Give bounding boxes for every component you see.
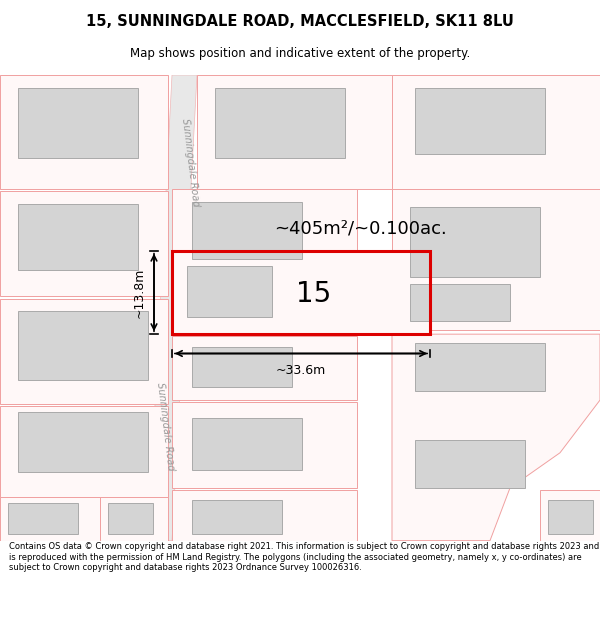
- Bar: [100, 497, 168, 541]
- Bar: [8, 503, 78, 534]
- Bar: [197, 75, 392, 189]
- Bar: [215, 88, 345, 159]
- Text: Contains OS data © Crown copyright and database right 2021. This information is : Contains OS data © Crown copyright and d…: [9, 542, 599, 572]
- Bar: [410, 284, 510, 321]
- Bar: [540, 489, 600, 541]
- Text: Sunningdale Road: Sunningdale Road: [155, 382, 175, 471]
- Text: 15, SUNNINGDALE ROAD, MACCLESFIELD, SK11 8LU: 15, SUNNINGDALE ROAD, MACCLESFIELD, SK11…: [86, 14, 514, 29]
- Bar: [172, 336, 357, 400]
- Bar: [548, 500, 593, 534]
- Text: ~13.8m: ~13.8m: [133, 268, 146, 318]
- Bar: [392, 189, 600, 330]
- Bar: [0, 497, 100, 541]
- Text: Sunningdale Road: Sunningdale Road: [179, 118, 200, 208]
- Bar: [392, 75, 600, 189]
- Bar: [172, 251, 430, 334]
- Bar: [0, 75, 168, 189]
- Bar: [192, 500, 282, 534]
- Polygon shape: [392, 334, 600, 541]
- Bar: [172, 189, 357, 277]
- Bar: [18, 311, 148, 380]
- Bar: [187, 266, 272, 317]
- Bar: [192, 418, 302, 471]
- Bar: [108, 503, 153, 534]
- Bar: [0, 299, 168, 404]
- Text: ~33.6m: ~33.6m: [276, 364, 326, 377]
- Text: Map shows position and indicative extent of the property.: Map shows position and indicative extent…: [130, 48, 470, 61]
- Bar: [172, 402, 357, 488]
- Bar: [18, 412, 148, 472]
- Polygon shape: [148, 75, 197, 541]
- Bar: [192, 202, 302, 259]
- Bar: [415, 88, 545, 154]
- Bar: [410, 207, 540, 277]
- Bar: [0, 406, 168, 497]
- Bar: [0, 191, 168, 296]
- Bar: [192, 348, 292, 387]
- Bar: [18, 204, 138, 270]
- Bar: [415, 343, 545, 391]
- Bar: [172, 251, 430, 334]
- Text: 15: 15: [296, 280, 332, 308]
- Bar: [415, 439, 525, 488]
- Text: ~405m²/~0.100ac.: ~405m²/~0.100ac.: [274, 220, 446, 238]
- Bar: [172, 489, 357, 541]
- Bar: [18, 88, 138, 159]
